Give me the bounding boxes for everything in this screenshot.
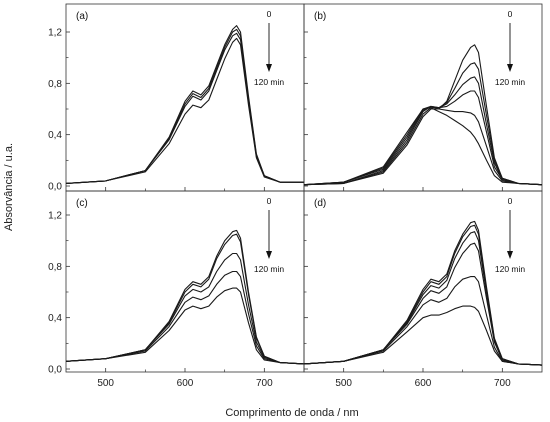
annotation-end: 120 min: [495, 77, 526, 87]
time-arrow-head: [507, 251, 513, 259]
y-tick-label: 0,8: [48, 262, 62, 273]
y-axis-label: Absorvância / u.a.: [3, 143, 15, 231]
panel-d: 500 600 700 (d) 0 120 min: [303, 190, 543, 389]
panel-label: (c): [76, 198, 88, 209]
annotation-start: 0: [508, 196, 513, 206]
series-line-4: [65, 270, 305, 365]
panel-a: 0,0 0,4 0,8 1,2 (a) 0 120 min: [48, 3, 305, 193]
panel-label: (a): [76, 11, 88, 22]
x-tick-label: 500: [335, 378, 352, 389]
panel-label: (d): [314, 198, 326, 209]
y-tick-label: 0,4: [48, 313, 62, 324]
series-line-4: [303, 242, 543, 366]
series-line-3: [65, 252, 305, 365]
series-line-1: [65, 229, 305, 365]
x-tick-label: 600: [177, 378, 194, 389]
series-line-1: [303, 44, 543, 186]
series-line-3: [303, 76, 543, 186]
x-tick-label: 700: [256, 378, 273, 389]
series-line-5: [65, 287, 305, 365]
y-tick-label: 1,2: [48, 211, 62, 222]
x-tick-label: 600: [415, 378, 432, 389]
panel-b: (b) 0 120 min: [303, 3, 543, 192]
x-tick-label: 500: [97, 378, 114, 389]
series-line-2: [303, 62, 543, 186]
panel-frame: [65, 3, 305, 192]
y-tick-label: 0,0: [48, 365, 62, 376]
series-line-2: [65, 233, 305, 365]
panel-c: 0,0 0,4 0,8 1,2 500 600 700 (c) 0 120 min: [48, 190, 305, 389]
panel-label: (b): [314, 11, 326, 22]
time-arrow-head: [507, 64, 513, 72]
y-tick-label: 0,0: [48, 182, 62, 193]
annotation-end: 120 min: [495, 264, 526, 274]
y-tick-label: 0,4: [48, 130, 62, 141]
y-tick-label: 0,8: [48, 79, 62, 90]
series-line-1: [303, 220, 543, 366]
series-line-6: [303, 305, 543, 366]
y-tick-label: 1,2: [48, 28, 62, 39]
annotation-end: 120 min: [254, 77, 285, 87]
panel-frame: [65, 190, 305, 373]
series-line-5: [303, 105, 543, 186]
annotation-start: 0: [508, 9, 513, 19]
series-line-5: [303, 276, 543, 366]
plot-area: 0,0 0,4 0,8 1,2 (a) 0 120 min (b) 0 120 min 0,0 0,4…: [48, 3, 543, 389]
series-line-4: [303, 90, 543, 186]
x-axis-label: Comprimento de onda / nm: [225, 407, 358, 419]
time-arrow-head: [266, 251, 272, 259]
panel-frame: [303, 190, 543, 373]
series-line-4: [65, 37, 304, 184]
annotation-start: 0: [267, 9, 272, 19]
x-tick-label: 700: [494, 378, 511, 389]
panel-frame: [303, 3, 543, 192]
series-line-3: [65, 32, 304, 184]
annotation-start: 0: [267, 196, 272, 206]
annotation-end: 120 min: [254, 264, 285, 274]
series-line-6: [303, 107, 543, 186]
time-arrow-head: [266, 64, 272, 72]
